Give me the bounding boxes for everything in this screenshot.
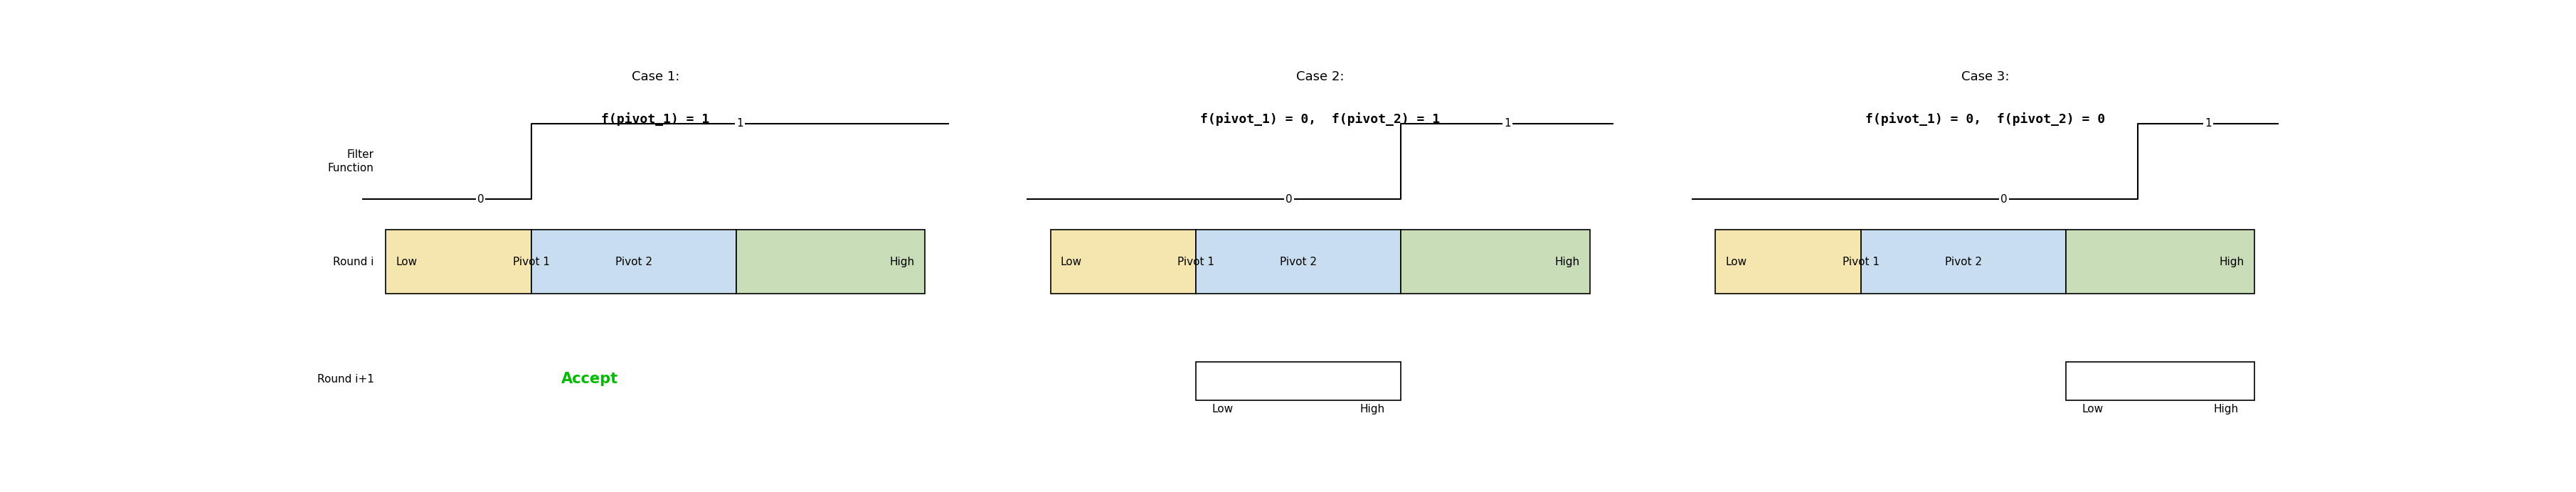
Text: Accept: Accept (562, 372, 618, 386)
Text: Round i+1: Round i+1 (317, 374, 374, 384)
Text: High: High (2213, 404, 2239, 414)
Text: Low: Low (1213, 404, 1234, 414)
Bar (386, 229, 531, 294)
Bar (1401, 229, 1589, 294)
Text: Case 3:: Case 3: (1960, 70, 2009, 83)
Text: High: High (889, 256, 914, 267)
Bar (1051, 229, 1195, 294)
Bar (2066, 362, 2254, 400)
Text: Low: Low (1726, 256, 1747, 267)
Bar (737, 229, 925, 294)
Text: Pivot 1: Pivot 1 (1177, 256, 1216, 267)
Text: f(pivot_1) = 0,  f(pivot_2) = 1: f(pivot_1) = 0, f(pivot_2) = 1 (1200, 112, 1440, 125)
Text: Pivot 2: Pivot 2 (1945, 256, 1981, 267)
Text: Pivot 1: Pivot 1 (513, 256, 549, 267)
Text: Pivot 2: Pivot 2 (1280, 256, 1316, 267)
Text: 1: 1 (2205, 118, 2210, 129)
Text: High: High (1360, 404, 1386, 414)
Text: 0: 0 (1285, 194, 1293, 205)
Bar (1860, 229, 2066, 294)
Text: f(pivot_1) = 0,  f(pivot_2) = 0: f(pivot_1) = 0, f(pivot_2) = 0 (1865, 112, 2105, 125)
Text: Pivot 2: Pivot 2 (616, 256, 652, 267)
Text: Case 2:: Case 2: (1296, 70, 1345, 83)
Text: Low: Low (2081, 404, 2102, 414)
Text: Low: Low (397, 256, 417, 267)
Text: Round i: Round i (332, 256, 374, 267)
Text: 1: 1 (1504, 118, 1510, 129)
Text: 0: 0 (2002, 194, 2007, 205)
Text: High: High (2221, 256, 2244, 267)
Text: High: High (1556, 256, 1579, 267)
Text: f(pivot_1) = 1: f(pivot_1) = 1 (600, 112, 708, 125)
Bar (1716, 229, 1860, 294)
Text: Filter
Function: Filter Function (327, 149, 374, 174)
Text: Pivot 1: Pivot 1 (1842, 256, 1880, 267)
Bar (1195, 229, 1401, 294)
Bar (2066, 229, 2254, 294)
Text: 1: 1 (737, 118, 744, 129)
Text: 0: 0 (477, 194, 484, 205)
Bar (1195, 362, 1401, 400)
Text: Case 1:: Case 1: (631, 70, 680, 83)
Bar (531, 229, 737, 294)
Text: Low: Low (1061, 256, 1082, 267)
